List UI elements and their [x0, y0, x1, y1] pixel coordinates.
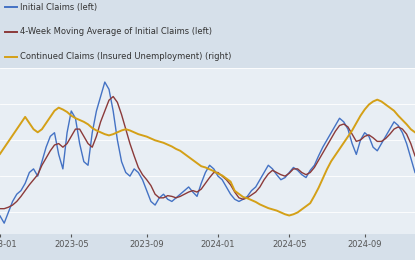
Text: 4-Week Moving Average of Initial Claims (left): 4-Week Moving Average of Initial Claims …: [20, 28, 212, 36]
Text: Initial Claims (left): Initial Claims (left): [20, 3, 97, 12]
Text: Continued Claims (Insured Unemployment) (right): Continued Claims (Insured Unemployment) …: [20, 52, 231, 61]
